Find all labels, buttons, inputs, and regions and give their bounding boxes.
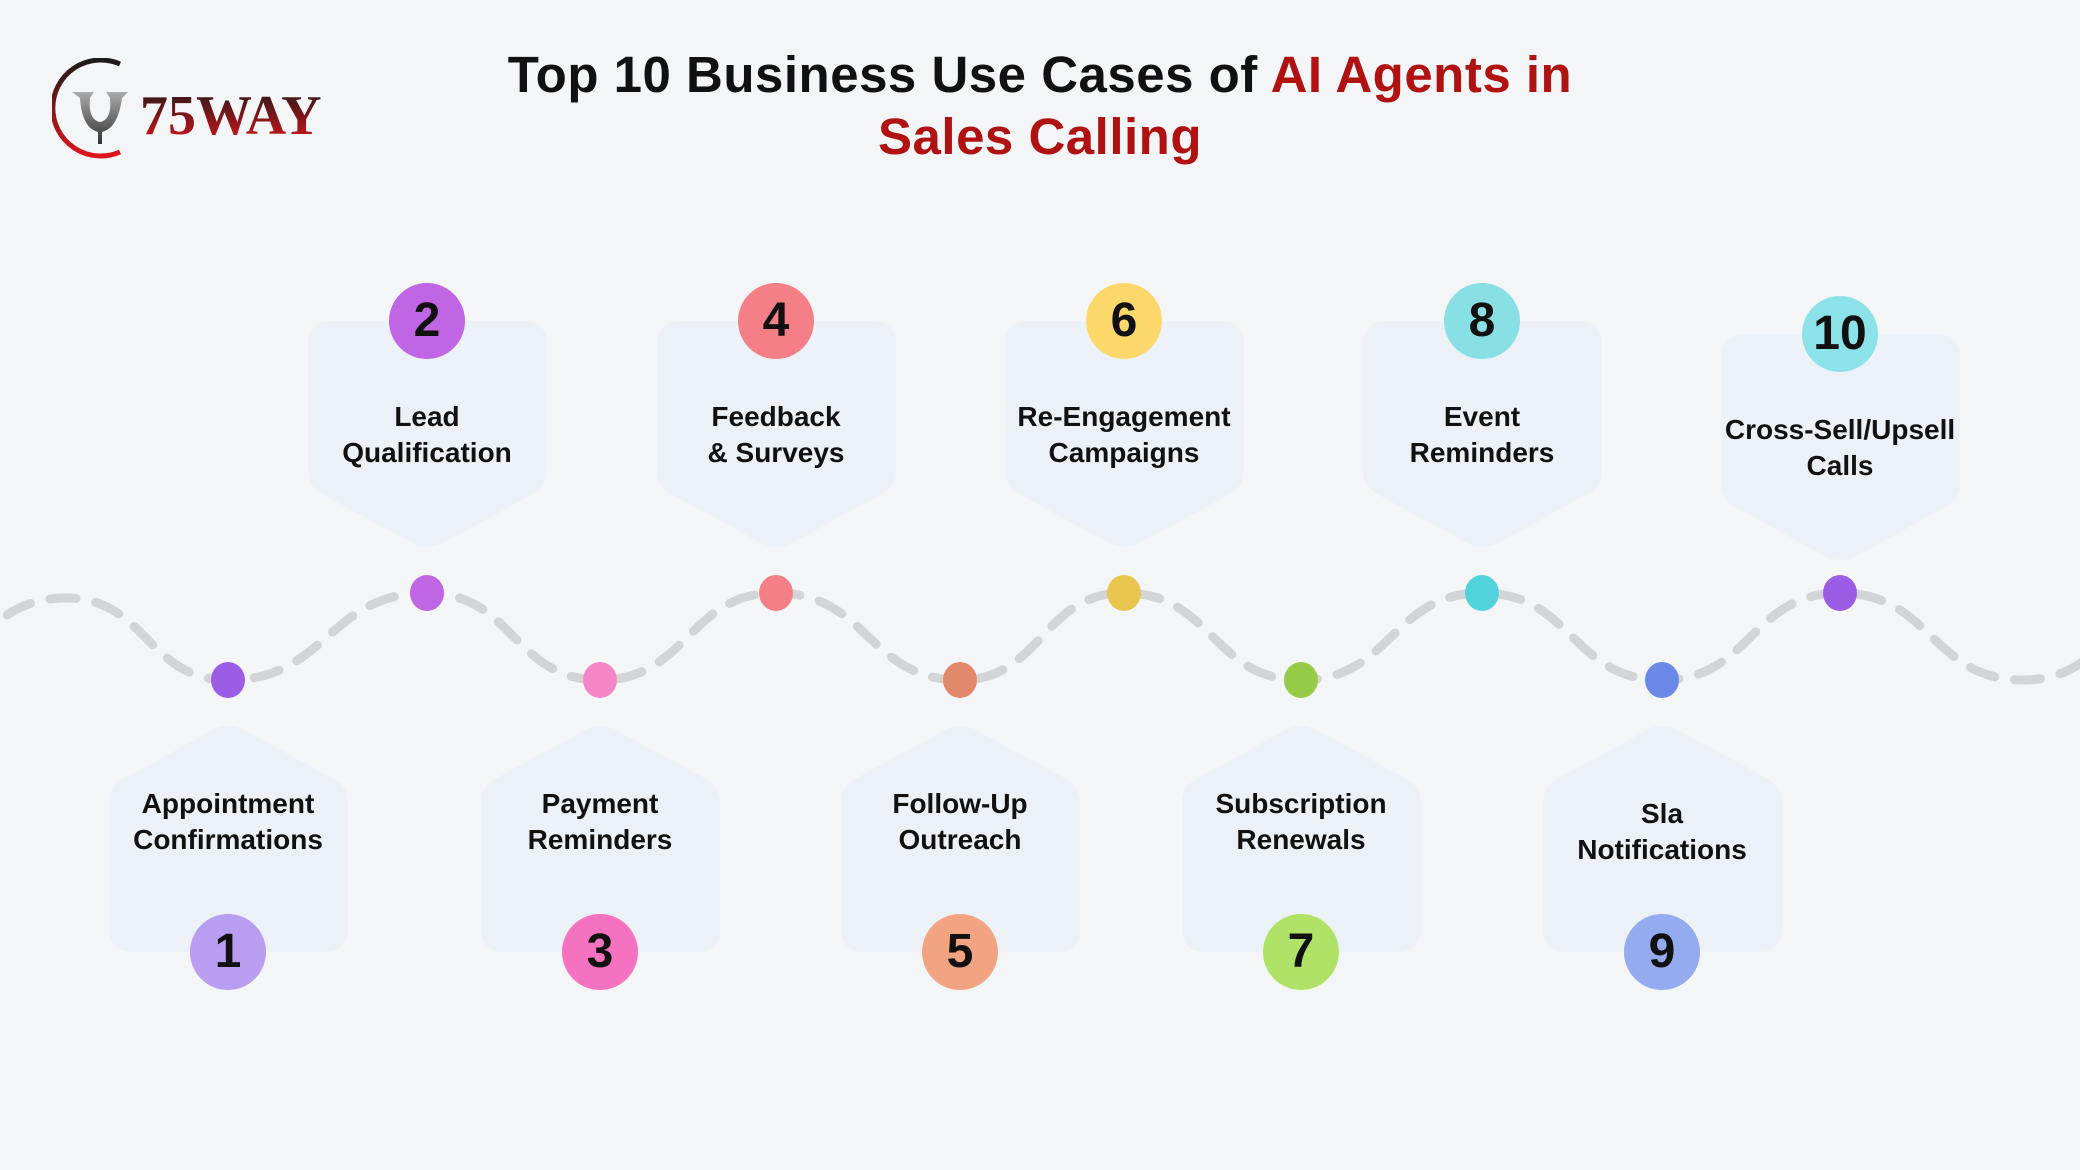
number-badge: 3	[562, 914, 638, 990]
wave-line	[0, 588, 2080, 685]
timeline-dot	[943, 662, 977, 698]
use-case-card	[109, 726, 348, 952]
number-badge: 9	[1624, 914, 1700, 990]
use-case-label: Event Reminders	[1352, 399, 1612, 471]
label-line-2: Renewals	[1236, 824, 1366, 855]
label-line-2: Calls	[1806, 450, 1874, 481]
page-title: Top 10 Business Use Cases of AI Agents i…	[507, 46, 1573, 165]
label-line-2: Outreach	[898, 824, 1022, 855]
label-line-1: Appointment	[141, 788, 315, 819]
label-line-2: Reminders	[1409, 437, 1555, 468]
use-case-card	[1543, 726, 1782, 952]
number-badge: 10	[1802, 296, 1878, 372]
label-line-1: Sla	[1640, 798, 1684, 829]
number-badge: 4	[738, 283, 814, 359]
label-line-1: Follow-Up	[892, 788, 1028, 819]
label-line-2: Confirmations	[133, 824, 323, 855]
use-case-label: Appointment Confirmations	[98, 786, 358, 858]
use-case-label: Cross-Sell/Upsell Calls	[1710, 412, 1970, 484]
number-badge: 2	[389, 283, 465, 359]
timeline-dot	[211, 662, 245, 698]
use-case-label: Feedback & Surveys	[646, 399, 906, 471]
svg-text:75WAY: 75WAY	[140, 85, 322, 147]
use-case-card	[1182, 726, 1421, 952]
number-badge: 1	[190, 914, 266, 990]
use-case-card	[308, 321, 547, 547]
timeline-dot	[1645, 662, 1679, 698]
label-line-1: Lead	[394, 401, 460, 432]
number-badge: 6	[1086, 283, 1162, 359]
use-case-label: Subscription Renewals	[1171, 786, 1431, 858]
brand-logo: 75WAY	[52, 58, 322, 159]
label-line-2: Reminders	[527, 824, 673, 855]
use-case-label: Re-Engagement Campaigns	[994, 399, 1254, 471]
use-case-card	[1363, 321, 1602, 547]
label-line-1: Re-Engagement	[1017, 401, 1231, 432]
label-line-2: Campaigns	[1048, 437, 1200, 468]
timeline-dot	[1284, 662, 1318, 698]
use-case-label: Payment Reminders	[470, 786, 730, 858]
timeline-dot	[1465, 575, 1499, 611]
timeline-dot	[410, 575, 444, 611]
label-line-1: Cross-Sell/Upsell	[1724, 414, 1956, 445]
label-line-1: Event	[1443, 401, 1521, 432]
use-case-card	[657, 321, 896, 547]
label-line-2: & Surveys	[707, 437, 845, 468]
use-case-card	[841, 726, 1080, 952]
timeline-dot	[583, 662, 617, 698]
number-badge: 8	[1444, 283, 1520, 359]
timeline-dot	[1823, 575, 1857, 611]
label-line-1: Feedback	[711, 401, 841, 432]
use-case-label: Sla Notifications	[1532, 796, 1792, 868]
label-line-1: Payment	[541, 788, 659, 819]
timeline-dot	[759, 575, 793, 611]
label-line-2: Qualification	[342, 437, 512, 468]
use-case-card	[1005, 321, 1244, 547]
label-line-2: Notifications	[1577, 834, 1747, 865]
number-badge: 7	[1263, 914, 1339, 990]
use-case-card	[481, 726, 720, 952]
use-case-card	[1721, 334, 1960, 560]
number-badge: 5	[922, 914, 998, 990]
label-line-1: Subscription	[1215, 788, 1387, 819]
timeline-dot	[1107, 575, 1141, 611]
use-case-label: Lead Qualification	[297, 399, 557, 471]
use-case-label: Follow-Up Outreach	[830, 786, 1090, 858]
